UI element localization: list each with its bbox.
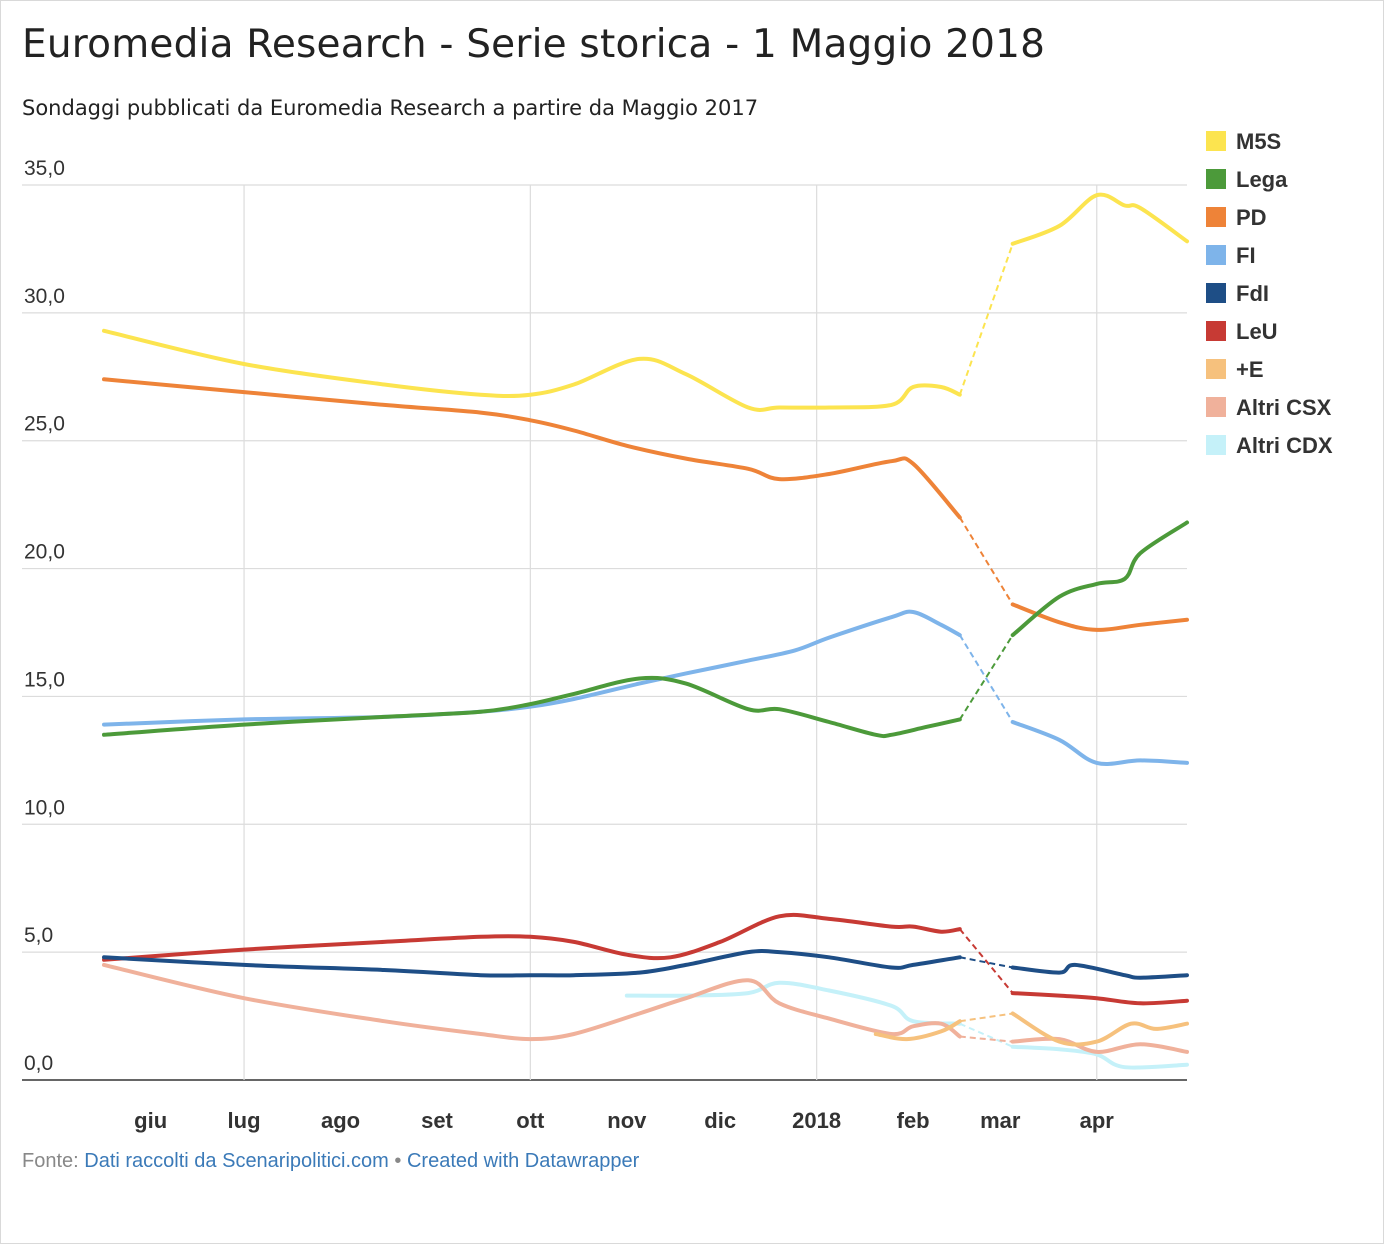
y-tick-label: 0,0 xyxy=(24,1052,53,1075)
legend-label-m5s: M5S xyxy=(1236,129,1281,154)
series-gap-altri-cdx xyxy=(959,1022,1014,1048)
series-line-m5s xyxy=(102,328,962,412)
chart-footer: Fonte: Dati raccolti da Scenaripolitici.… xyxy=(22,1150,639,1173)
series-line-pd xyxy=(102,377,962,520)
legend-layer: M5S Lega PD FI FdI LeU +E Altri CSX Altri CDX xyxy=(1206,129,1333,458)
x-tick-label: mar xyxy=(980,1108,1021,1133)
x-tick-label: feb xyxy=(897,1108,930,1133)
series-line-altri-csx xyxy=(102,962,962,1042)
legend-label-altri-csx: Altri CSX xyxy=(1236,395,1332,420)
series-line-leu xyxy=(102,912,962,962)
series-gap-lega xyxy=(958,634,1014,720)
legend-swatch-altri-cdx xyxy=(1206,435,1226,455)
y-tick-label: 35,0 xyxy=(24,157,65,180)
chart-subtitle: Sondaggi pubblicati da Euromedia Researc… xyxy=(22,96,759,120)
series-gap-altri-csx xyxy=(959,1035,1013,1043)
chart-title: Euromedia Research - Serie storica - 1 M… xyxy=(22,22,1046,67)
legend-swatch-altri-csx xyxy=(1206,397,1226,417)
grid-layer xyxy=(22,184,1187,1081)
legend-label-pd: PD xyxy=(1236,205,1267,230)
source-link[interactable]: Dati raccolti da Scenaripolitici.com xyxy=(84,1150,389,1172)
series-line-e xyxy=(1010,1011,1189,1047)
y-tick-label: 30,0 xyxy=(24,285,65,308)
legend-swatch-lega xyxy=(1206,169,1226,189)
series-line-lega xyxy=(102,675,962,739)
series-gap-pd xyxy=(958,516,1014,605)
axis-layer: 0,0 5,0 10,0 15,0 20,0 25,0 30,0 35,0 giu lug ago s… xyxy=(24,157,1114,1133)
x-tick-label: ago xyxy=(321,1108,360,1133)
series-line-e xyxy=(873,1019,962,1042)
series-line-altri-csx xyxy=(1010,1036,1189,1054)
legend-swatch-fi xyxy=(1206,245,1226,265)
source-label: Fonte: xyxy=(22,1150,79,1172)
series-line-pd xyxy=(1010,602,1189,632)
series-line-m5s xyxy=(1010,192,1189,246)
legend-label-e: +E xyxy=(1236,357,1264,382)
legend-label-leu: LeU xyxy=(1236,319,1278,344)
legend-label-lega: Lega xyxy=(1236,167,1288,192)
legend-swatch-e xyxy=(1206,359,1226,379)
series-gap-fdi xyxy=(959,956,1013,969)
series-layer xyxy=(102,192,1189,1070)
x-tick-label: lug xyxy=(228,1108,261,1133)
series-line-leu xyxy=(1010,991,1189,1006)
x-tick-label: set xyxy=(421,1108,453,1133)
series-gap-e xyxy=(959,1012,1013,1023)
series-line-fi xyxy=(1010,720,1189,766)
x-tick-label: ott xyxy=(516,1108,545,1133)
series-line-fi xyxy=(102,609,962,727)
legend-swatch-pd xyxy=(1206,207,1226,227)
legend-swatch-m5s xyxy=(1206,131,1226,151)
legend-swatch-fdi xyxy=(1206,283,1226,303)
x-tick-label: dic xyxy=(704,1108,736,1133)
y-tick-label: 5,0 xyxy=(24,924,53,947)
series-gap-fi xyxy=(958,634,1014,723)
x-tick-label: giu xyxy=(134,1108,167,1133)
y-tick-label: 10,0 xyxy=(24,796,65,819)
series-gap-m5s xyxy=(958,243,1014,396)
series-line-fdi xyxy=(102,948,962,978)
series-line-lega xyxy=(1010,520,1189,638)
x-tick-label: 2018 xyxy=(792,1108,841,1133)
legend-swatch-leu xyxy=(1206,321,1226,341)
datawrapper-credit-link[interactable]: Created with Datawrapper xyxy=(406,1150,640,1172)
x-tick-label: apr xyxy=(1080,1108,1115,1133)
series-line-altri-cdx xyxy=(1010,1044,1189,1070)
series-gap-leu xyxy=(959,928,1014,994)
series-line-fdi xyxy=(1010,962,1189,980)
legend-label-fdi: FdI xyxy=(1236,281,1269,306)
y-tick-label: 20,0 xyxy=(24,541,65,564)
x-tick-label: nov xyxy=(607,1108,647,1133)
y-tick-label: 15,0 xyxy=(24,668,65,691)
footer-separator: • xyxy=(394,1150,402,1172)
legend-label-fi: FI xyxy=(1236,243,1256,268)
y-tick-label: 25,0 xyxy=(24,413,65,436)
series-line-altri-cdx xyxy=(624,980,962,1026)
legend-label-altri-cdx: Altri CDX xyxy=(1236,433,1333,458)
